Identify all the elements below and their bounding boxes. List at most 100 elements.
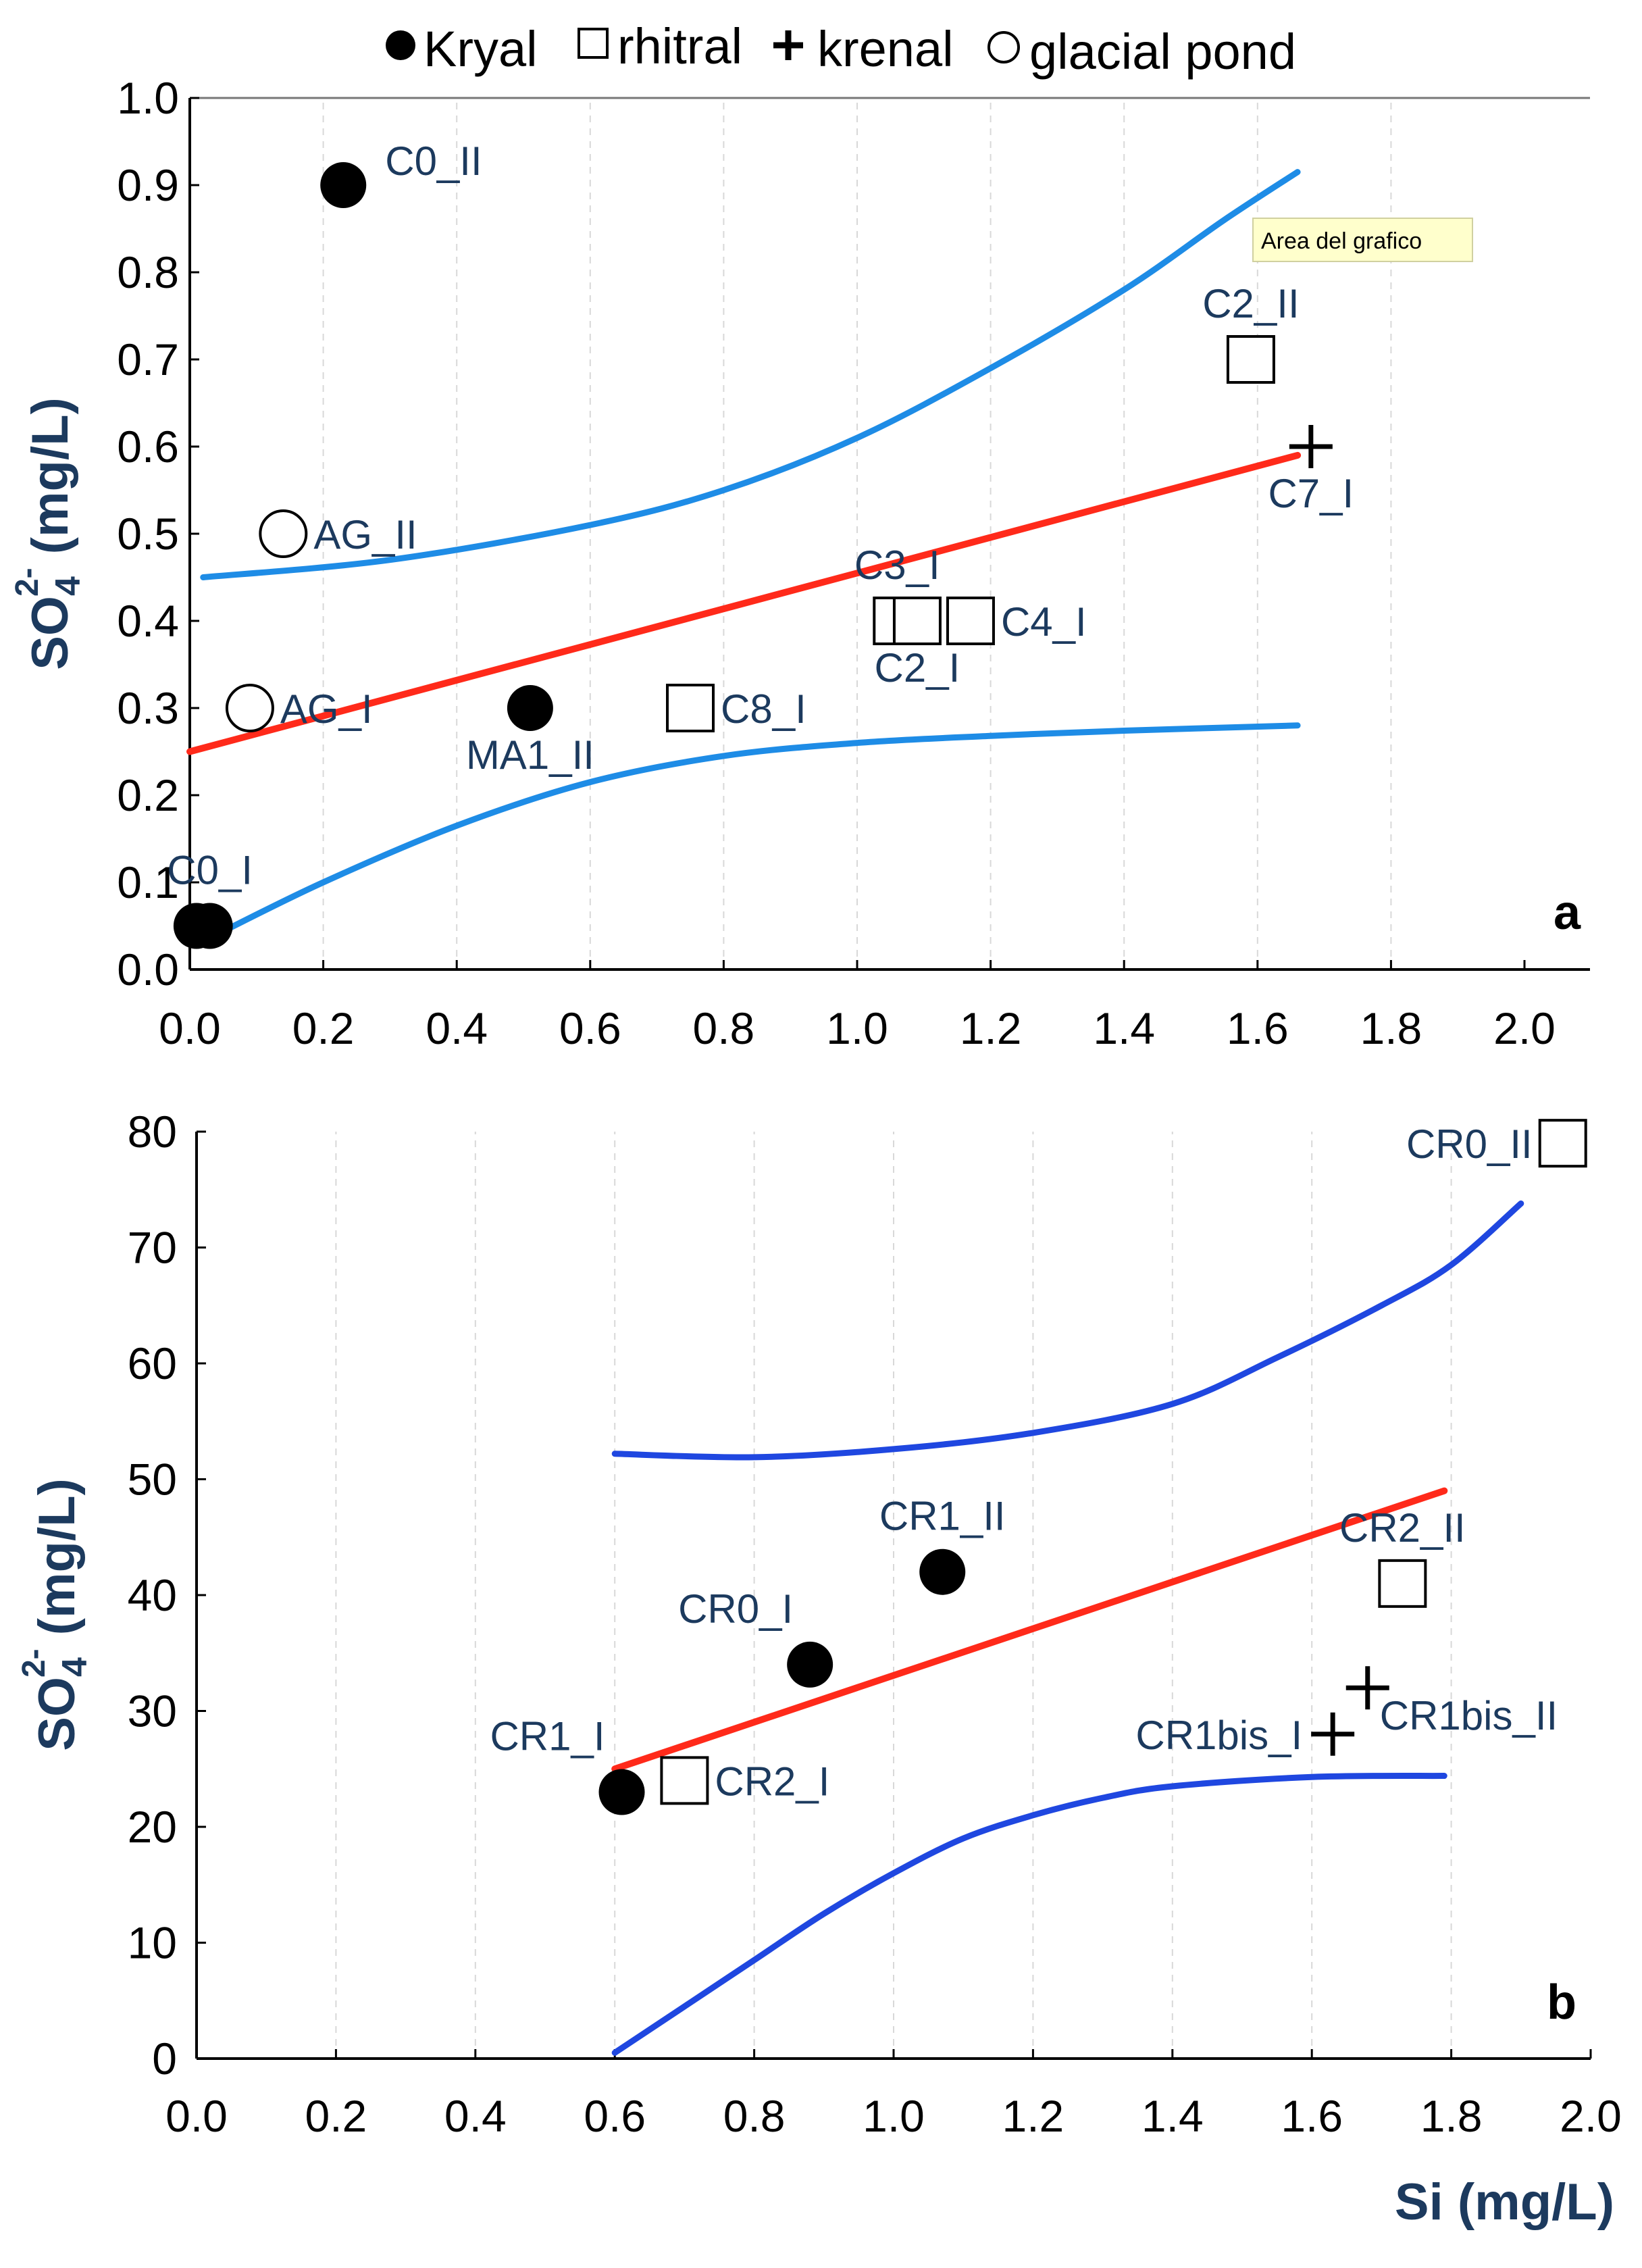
y-tick-label: 20 bbox=[128, 1802, 177, 1852]
rhitral-point bbox=[660, 1756, 709, 1805]
x-axis-label: Si (mg/L) bbox=[1395, 2173, 1614, 2231]
point-label: C2_II bbox=[1202, 281, 1299, 326]
x-tick-label: 2.0 bbox=[1560, 2091, 1622, 2141]
point-labels: C0_II C0_I MA1_II AG_II AG_I C8_I C3_I C2_I C4_I… bbox=[167, 138, 1354, 893]
x-tick-label: 1.8 bbox=[1420, 2091, 1483, 2141]
point-label: MA1_II bbox=[466, 732, 594, 778]
regression-line bbox=[611, 1487, 1448, 1773]
point-label: CR2_I bbox=[715, 1759, 829, 1804]
krenal-point bbox=[1289, 425, 1333, 468]
point-label: C0_II bbox=[385, 138, 482, 184]
panel-label: a bbox=[1554, 886, 1581, 940]
x-axis-ticks: 0.0 0.2 0.4 0.6 0.8 1.0 1.2 1.4 1.6 1.8 2.0 bbox=[159, 960, 1556, 1053]
point-label: CR2_II bbox=[1339, 1505, 1466, 1551]
x-tick-label: 0.0 bbox=[159, 1003, 221, 1053]
x-tick-label: 0.6 bbox=[559, 1003, 621, 1053]
open-square-icon bbox=[578, 28, 609, 59]
x-tick-label: 1.4 bbox=[1141, 2091, 1204, 2141]
x-tick-label: 0.2 bbox=[292, 1003, 355, 1053]
y-axis-ticks: 0 10 20 30 40 50 60 70 80 bbox=[128, 1107, 206, 2084]
y-tick-label: 0.2 bbox=[117, 770, 179, 820]
point-label: C7_I bbox=[1268, 471, 1354, 516]
x-tick-label: 0.4 bbox=[426, 1003, 488, 1053]
regression-line bbox=[186, 451, 1302, 755]
data-points bbox=[598, 1119, 1587, 1815]
y-tick-label: 70 bbox=[128, 1223, 177, 1273]
x-tick-label: 0.2 bbox=[305, 2091, 367, 2141]
y-tick-label: 0.0 bbox=[117, 944, 179, 994]
rhitral-point bbox=[666, 684, 715, 732]
point-label: CR1_II bbox=[879, 1494, 1006, 1539]
y-tick-label: 0.9 bbox=[117, 160, 179, 210]
y-tick-label: 0.3 bbox=[117, 683, 179, 733]
y-label-main: SO bbox=[28, 1677, 86, 1751]
y-tick-label: 0.1 bbox=[117, 857, 179, 907]
y-label-sup: 2- bbox=[16, 1648, 52, 1678]
y-tick-label: 0.6 bbox=[117, 422, 179, 472]
point-label: CR1bis_II bbox=[1380, 1693, 1558, 1738]
kryal-point bbox=[173, 903, 220, 949]
x-axis-ticks: 0.0 0.2 0.4 0.6 0.8 1.0 1.2 1.4 1.6 1.8 2.0 bbox=[165, 2049, 1622, 2141]
x-tick-label: 0.4 bbox=[444, 2091, 507, 2141]
point-label: C8_I bbox=[721, 686, 806, 732]
open-circle-icon bbox=[987, 31, 1020, 64]
kryal-point bbox=[598, 1769, 645, 1815]
y-axis-label: SO42- (mg/L) bbox=[16, 1478, 95, 1751]
legend-label: glacial pond bbox=[1029, 24, 1296, 80]
x-tick-label: 1.2 bbox=[1002, 2091, 1064, 2141]
point-labels: CR1_II CR0_I CR1_I CR2_I CR2_II CR0_II CR1bis_… bbox=[490, 1122, 1558, 1804]
y-tick-label: 60 bbox=[128, 1338, 177, 1388]
point-label: C2_I bbox=[875, 645, 960, 690]
legend-label: rhitral bbox=[617, 18, 742, 74]
point-label: AG_II bbox=[313, 512, 417, 557]
x-tick-label: 1.4 bbox=[1093, 1003, 1155, 1053]
legend-label: krenal bbox=[817, 21, 954, 77]
gridlines bbox=[322, 98, 1392, 969]
point-label: C0_I bbox=[167, 848, 253, 893]
point-label: AG_I bbox=[280, 686, 373, 732]
x-tick-label: 1.2 bbox=[960, 1003, 1022, 1053]
point-label: CR0_II bbox=[1406, 1122, 1533, 1167]
y-tick-label: 0.5 bbox=[117, 509, 179, 559]
y-tick-label: 40 bbox=[128, 1570, 177, 1620]
rhitral-point bbox=[1226, 335, 1275, 384]
y-tick-label: 0.4 bbox=[117, 596, 179, 646]
glacial-pond-point bbox=[259, 509, 308, 558]
point-label: C3_I bbox=[854, 543, 940, 588]
y-tick-label: 30 bbox=[128, 1686, 177, 1736]
y-tick-label: 0.8 bbox=[117, 247, 179, 297]
x-tick-label: 2.0 bbox=[1493, 1003, 1556, 1053]
plus-icon bbox=[773, 30, 803, 60]
panel-label: b bbox=[1547, 1975, 1576, 2030]
rhitral-point bbox=[1538, 1119, 1587, 1168]
gridlines bbox=[335, 1132, 1452, 2059]
kryal-point bbox=[787, 1641, 833, 1688]
y-axis-label: SO42- (mg/L) bbox=[9, 397, 88, 670]
kryal-point bbox=[320, 162, 367, 208]
kryal-point bbox=[507, 685, 553, 731]
y-tick-label: 10 bbox=[128, 1918, 177, 1968]
x-tick-label: 1.8 bbox=[1360, 1003, 1422, 1053]
rhitral-point bbox=[946, 597, 995, 645]
y-label-main: SO bbox=[22, 596, 79, 670]
y-label-sub: 4 bbox=[55, 1657, 95, 1677]
legend-item-glacial-pond: glacial pond bbox=[987, 24, 1296, 80]
confidence-band-upper bbox=[200, 169, 1301, 580]
confidence-band-upper bbox=[611, 1200, 1524, 1461]
glacial-pond-point bbox=[225, 684, 274, 732]
point-label: CR1bis_I bbox=[1135, 1713, 1302, 1758]
y-axis-ticks: 0.0 0.1 0.2 0.3 0.4 0.5 0.6 0.7 0.8 0.9 1.0 bbox=[117, 73, 199, 994]
x-tick-label: 1.6 bbox=[1227, 1003, 1289, 1053]
confidence-band-lower bbox=[213, 722, 1301, 938]
x-tick-label: 1.0 bbox=[826, 1003, 888, 1053]
rhitral-point bbox=[892, 597, 942, 645]
point-label: C4_I bbox=[1001, 599, 1087, 645]
legend: Kryal rhitral krenal glacial pond bbox=[386, 18, 1296, 80]
legend-item-rhitral: rhitral bbox=[578, 18, 742, 74]
legend-item-krenal: krenal bbox=[773, 21, 954, 77]
y-tick-label: 80 bbox=[128, 1107, 177, 1157]
x-tick-label: 0.8 bbox=[723, 2091, 786, 2141]
confidence-band-lower bbox=[611, 1773, 1447, 2056]
